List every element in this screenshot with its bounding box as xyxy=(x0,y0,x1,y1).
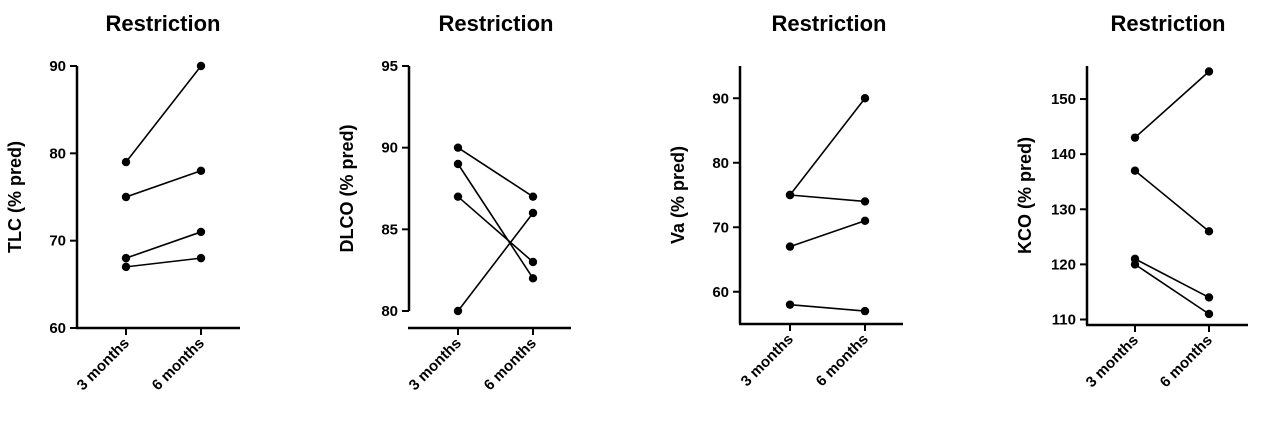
data-point xyxy=(528,274,538,283)
chart-title: Restriction xyxy=(772,11,887,36)
data-point xyxy=(860,197,870,206)
data-point xyxy=(785,190,795,200)
subject-line-3 xyxy=(457,196,534,263)
x-tick-label: 6 months xyxy=(481,335,540,394)
y-tick-label: 90 xyxy=(712,90,729,107)
chart-title: Restriction xyxy=(439,11,554,36)
subject-line-2 xyxy=(457,163,534,279)
chart-title: Restriction xyxy=(106,11,221,36)
y-tick-label: 80 xyxy=(49,145,66,162)
panel-2: Restriction DLCO (% pred) 80 85 90 95 3 months… xyxy=(337,11,571,394)
data-point xyxy=(860,94,870,103)
data-point xyxy=(1204,67,1214,76)
data-point xyxy=(528,257,538,267)
x-tick-label: 3 months xyxy=(738,331,797,390)
y-tick-label: 70 xyxy=(712,219,729,236)
subject-line-3 xyxy=(1134,258,1210,299)
subject-line-1 xyxy=(1134,70,1210,139)
y-tick-label: 150 xyxy=(1051,91,1076,108)
y-tick-label: 80 xyxy=(381,303,398,320)
data-point xyxy=(453,159,463,169)
y-tick-label: 95 xyxy=(381,58,398,75)
x-tick-label: 6 months xyxy=(149,335,208,394)
data-point xyxy=(1130,166,1140,175)
y-axis-label: TLC (% pred) xyxy=(5,141,25,253)
x-tick-label: 3 months xyxy=(406,335,465,394)
x-tick-label: 3 months xyxy=(74,335,133,394)
subject-line-1 xyxy=(125,65,202,163)
data-point xyxy=(196,227,206,237)
panel-1: Restriction TLC (% pred) 60 70 80 90 3 months 6… xyxy=(5,11,240,394)
subject-line-1 xyxy=(457,146,534,198)
y-tick-label: 70 xyxy=(49,233,66,250)
y-axis-label: DLCO (% pred) xyxy=(337,124,357,252)
x-tick-label: 6 months xyxy=(1157,332,1216,391)
y-tick-label: 80 xyxy=(712,155,729,172)
y-tick-label: 85 xyxy=(381,221,398,238)
y-axis-label: KCO (% pred) xyxy=(1015,137,1035,254)
subject-line-3 xyxy=(789,220,866,248)
data-point xyxy=(453,306,463,316)
y-tick-label: 130 xyxy=(1051,201,1076,218)
panel-3: Restriction Va (% pred) 60 70 80 90 3 months 6 … xyxy=(668,11,903,390)
subject-line-4 xyxy=(125,257,202,268)
y-tick-label: 60 xyxy=(712,284,729,301)
subject-line-4 xyxy=(1134,263,1210,315)
subject-line-2 xyxy=(789,194,866,203)
subject-line-1 xyxy=(789,97,866,196)
y-tick-label: 90 xyxy=(381,140,398,157)
y-tick-label: 90 xyxy=(49,58,66,75)
data-point xyxy=(1130,133,1140,142)
y-axis-label: Va (% pred) xyxy=(668,146,688,244)
y-tick-label: 60 xyxy=(49,320,66,337)
data-point xyxy=(1204,293,1214,302)
data-point xyxy=(785,242,795,251)
data-point xyxy=(528,192,538,201)
data-point xyxy=(453,192,463,201)
data-point xyxy=(453,143,463,152)
x-tick-label: 6 months xyxy=(813,331,872,390)
y-tick-label: 110 xyxy=(1052,311,1076,328)
data-point xyxy=(121,157,131,167)
subject-line-3 xyxy=(125,231,202,259)
y-tick-label: 120 xyxy=(1051,256,1076,273)
subject-line-4 xyxy=(457,212,534,312)
data-point xyxy=(121,192,131,202)
data-point xyxy=(1204,309,1214,319)
chart-title: Restriction xyxy=(1111,11,1226,36)
data-point xyxy=(121,253,131,263)
panel-4: Restriction KCO (% pred) 110 120 130 140 150 3 … xyxy=(1015,11,1248,391)
subject-line-4 xyxy=(789,303,866,312)
y-tick-label: 140 xyxy=(1051,146,1076,163)
data-point xyxy=(860,306,870,316)
data-point xyxy=(1204,227,1214,236)
data-point xyxy=(121,262,131,272)
data-point xyxy=(196,166,206,175)
x-tick-label: 3 months xyxy=(1083,332,1142,391)
subject-line-2 xyxy=(125,170,202,198)
data-point xyxy=(1130,260,1140,269)
data-point xyxy=(785,300,795,309)
data-point xyxy=(860,216,870,225)
data-point xyxy=(196,253,206,263)
data-point xyxy=(196,61,206,71)
data-point xyxy=(528,208,538,218)
subject-line-2 xyxy=(1134,170,1210,232)
